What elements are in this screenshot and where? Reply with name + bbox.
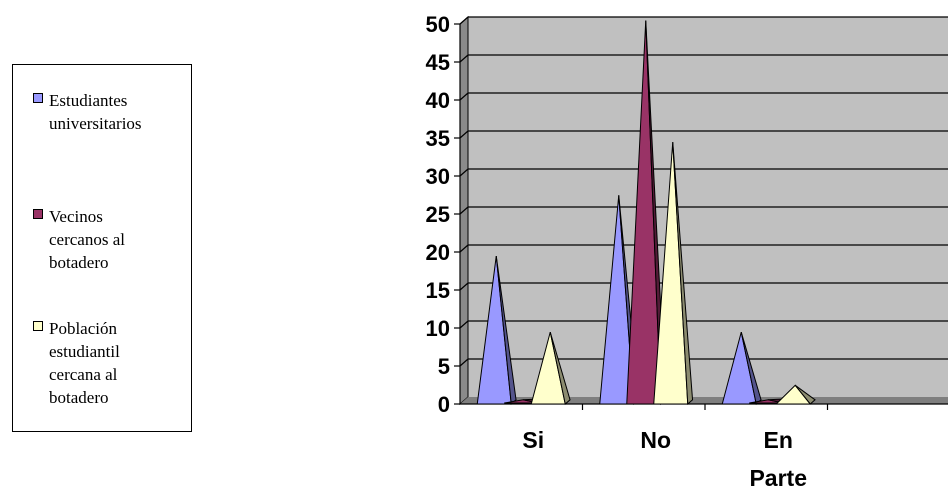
y-tick-label: 30	[426, 164, 450, 189]
legend-item: Población estudiantil cercana al botadero	[33, 317, 189, 409]
y-tick-label: 0	[438, 392, 450, 417]
y-tick-label: 40	[426, 88, 450, 113]
gridline	[459, 244, 948, 253]
gridline	[459, 130, 948, 139]
bar-side	[672, 142, 694, 406]
gridline	[459, 16, 948, 25]
x-category-label: Si	[522, 427, 544, 453]
legend-label: universitarios	[49, 114, 142, 133]
x-category-label: En	[764, 427, 793, 453]
y-tick-label: 15	[426, 278, 450, 303]
legend-label: botadero	[49, 253, 109, 272]
legend-label: Vecinos	[49, 207, 103, 226]
bar-side	[549, 331, 571, 405]
y-tick-label: 10	[426, 316, 450, 341]
y-tick-label: 25	[426, 202, 450, 227]
legend-label: botadero	[49, 388, 109, 407]
legend-swatch	[33, 209, 43, 219]
gridline	[459, 92, 948, 101]
y-tick-label: 5	[438, 354, 450, 379]
gridline	[459, 168, 948, 177]
bar-side	[794, 384, 816, 405]
legend-label: cercana al	[49, 365, 118, 384]
gridline	[459, 320, 948, 329]
legend-swatch	[33, 321, 43, 331]
gridline	[459, 54, 948, 63]
y-tick-label: 35	[426, 126, 450, 151]
plot-floor	[460, 397, 948, 404]
legend-label: estudiantil	[49, 342, 120, 361]
legend-label: cercanos al	[49, 230, 125, 249]
y-tick-label: 45	[426, 50, 450, 75]
legend-item: Estudiantes universitarios	[33, 89, 189, 135]
chart-legend: Estudiantes universitarios Vecinos cercanos…	[12, 64, 192, 432]
legend-swatch	[33, 93, 43, 103]
gridline	[459, 282, 948, 291]
legend-item: Vecinos cercanos al botadero	[33, 205, 189, 274]
legend-label: Población	[49, 319, 117, 338]
gridline	[459, 206, 948, 215]
x-category-label: No	[640, 427, 671, 453]
x-category-label: Parte	[749, 465, 807, 491]
gridline	[459, 358, 948, 367]
legend-label: Estudiantes	[49, 91, 128, 110]
y-tick-label: 20	[426, 240, 450, 265]
y-tick-label: 50	[426, 12, 450, 37]
